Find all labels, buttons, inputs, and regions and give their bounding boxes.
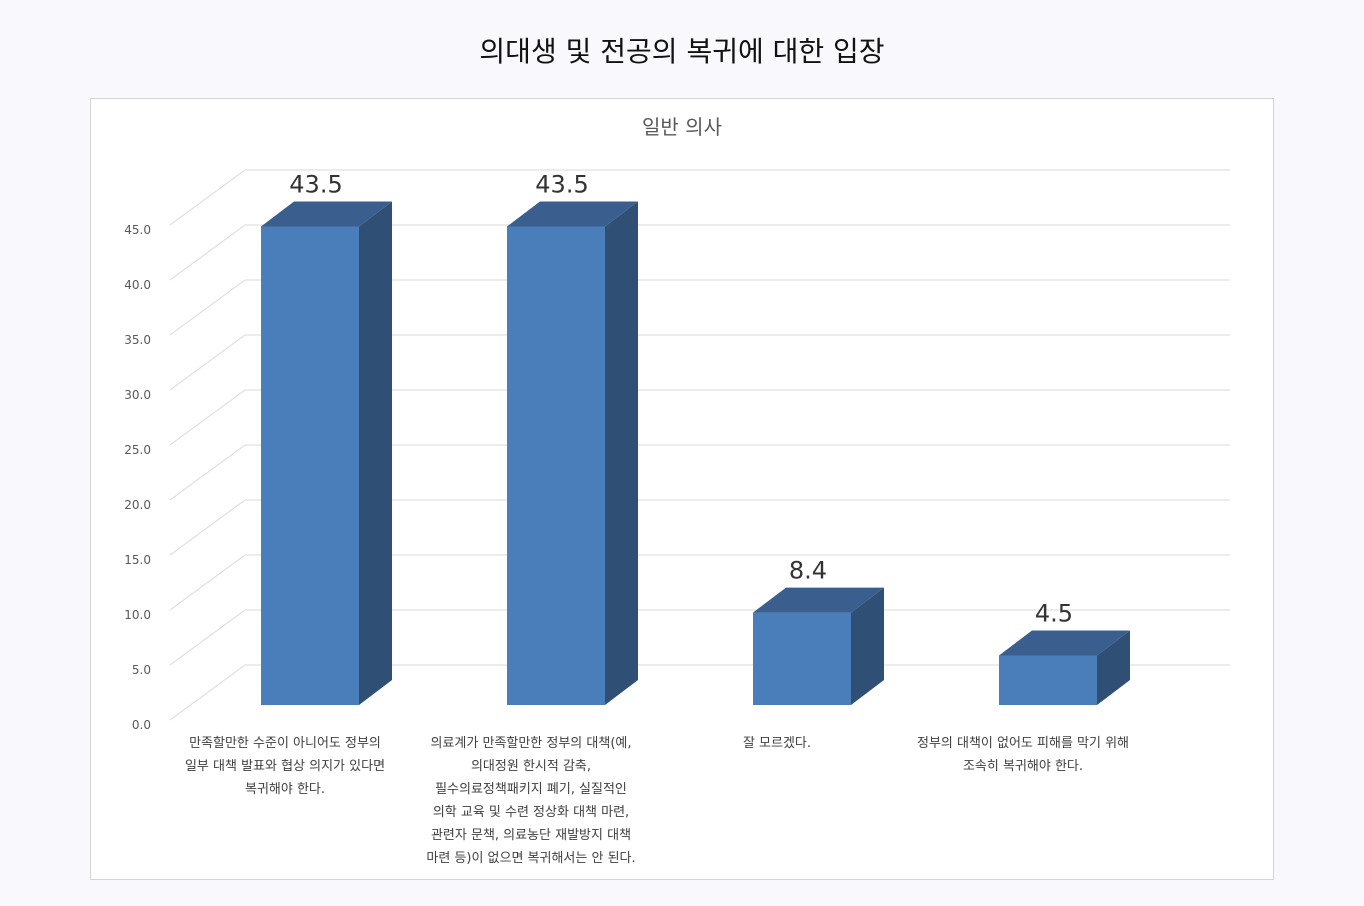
y-tick-label: 15.0 [124,553,151,567]
bar-top [261,201,392,227]
y-tick-label: 35.0 [124,333,151,347]
category-label-line: 정부의 대책이 없어도 피해를 막기 위해 [916,736,1130,751]
bar-4 [999,630,1130,705]
bar-side [851,587,884,705]
bar-3 [753,587,884,705]
y-tick-label: 40.0 [124,278,151,292]
data-label: 8.4 [789,557,827,585]
bar-side [605,201,638,705]
category-label-line: 마련 등)이 없으면 복귀해서는 안 된다. [426,851,636,866]
category-label-line: 잘 모르겠다. [742,736,812,751]
y-tick-label: 10.0 [124,608,151,622]
bar-front [507,226,605,705]
gridline-diagonal [169,664,246,721]
chart-title: 일반 의사 [642,115,722,139]
gridline-diagonal [169,554,246,611]
gridline-diagonal [169,389,246,446]
bar-top [507,201,638,227]
y-tick-label: 0.0 [132,718,151,732]
y-tick-label: 25.0 [124,443,151,457]
bar-front [753,612,851,705]
category-label-line: 의료계가 만족할만한 정부의 대책(예, [430,736,632,751]
bar-top [999,630,1130,656]
category-label-line: 복귀해야 한다. [244,782,326,797]
category-label-line: 필수의료정책패키지 폐기, 실질적인 [435,782,627,797]
bar-top [753,587,884,613]
gridline-diagonal [169,169,246,226]
category-label-line: 일부 대책 발표와 협상 의지가 있다면 [184,759,386,774]
bar-front [261,226,359,705]
bar-side [1097,630,1130,705]
data-labels-layer: 43.5 43.5 8.4 4.5 [289,171,1073,628]
category-label: 잘 모르겠다. [677,732,877,755]
y-tick-label: 5.0 [132,663,151,677]
category-label-line: 의대정원 한시적 감축, [470,759,592,774]
gridline-diagonal [169,279,246,336]
bar-1 [261,201,392,705]
grid-layer [169,169,1230,721]
bar-side [359,201,392,705]
category-label-line: 관련자 문책, 의료농단 재발방지 대책 [430,828,632,843]
y-axis-ticks: 0.0 5.0 10.0 15.0 20.0 25.0 30.0 35.0 40.0 45.0 [124,223,151,732]
category-label-line: 만족할만한 수준이 아니어도 정부의 [189,736,381,751]
gridline-diagonal [169,609,246,666]
data-label: 43.5 [289,171,342,199]
y-tick-label: 45.0 [124,223,151,237]
bar-2 [507,201,638,705]
gridline-diagonal [169,224,246,281]
gridline-diagonal [169,334,246,391]
page-title: 의대생 및 전공의 복귀에 대한 입장 [479,35,885,68]
bars-layer [261,201,1130,705]
gridline-diagonal [169,499,246,556]
bar-front [999,655,1097,705]
category-label: 의료계가 만족할만한 정부의 대책(예, 의대정원 한시적 감축, 필수의료정책패키… [411,732,651,870]
category-label-line: 의학 교육 및 수련 정상화 대책 마련, [432,805,630,820]
data-label: 43.5 [535,171,588,199]
y-tick-label: 30.0 [124,388,151,402]
gridline-diagonal [169,444,246,501]
category-label-line: 조속히 복귀해야 한다. [962,759,1084,774]
y-tick-label: 20.0 [124,498,151,512]
data-label: 4.5 [1035,600,1073,628]
